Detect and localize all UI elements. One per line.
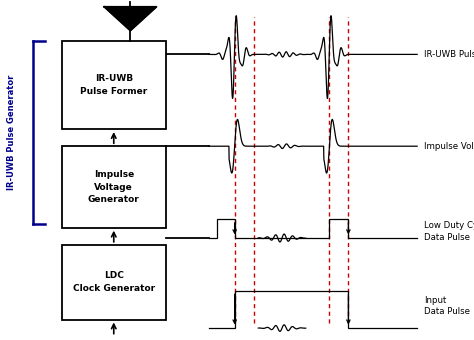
FancyBboxPatch shape (62, 41, 166, 129)
Text: Low Duty Cycle
Data Pulse: Low Duty Cycle Data Pulse (424, 221, 474, 242)
Polygon shape (104, 7, 156, 31)
Text: IR-UWB Pulse Generator: IR-UWB Pulse Generator (8, 75, 16, 190)
FancyBboxPatch shape (62, 146, 166, 228)
Text: IR-UWB
Pulse Former: IR-UWB Pulse Former (80, 74, 147, 96)
Text: Impulse Voltage: Impulse Voltage (424, 142, 474, 151)
Text: IR-UWB Pulse: IR-UWB Pulse (424, 50, 474, 59)
FancyBboxPatch shape (62, 245, 166, 320)
Text: LDC
Clock Generator: LDC Clock Generator (73, 271, 155, 293)
Text: Impulse
Voltage
Generator: Impulse Voltage Generator (88, 170, 140, 204)
Text: Input
Data Pulse: Input Data Pulse (424, 295, 470, 317)
